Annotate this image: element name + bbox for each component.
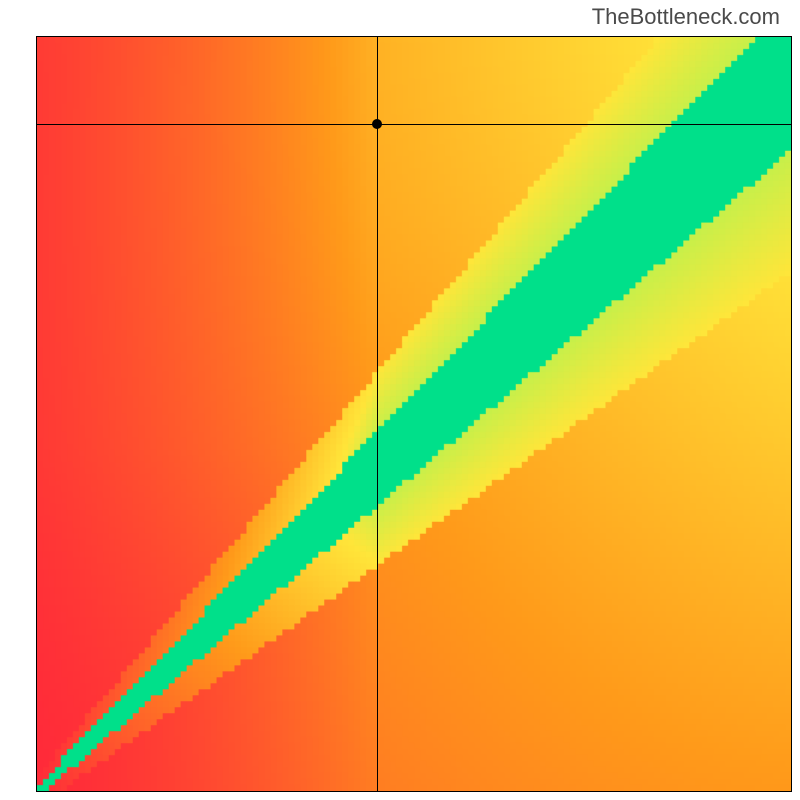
crosshair-intersection-dot xyxy=(372,119,382,129)
watermark-text: TheBottleneck.com xyxy=(592,4,780,30)
crosshair-vertical-line xyxy=(377,37,378,791)
crosshair-horizontal-line xyxy=(37,124,791,125)
chart-wrapper: TheBottleneck.com xyxy=(0,0,800,800)
heatmap-canvas xyxy=(37,37,791,791)
plot-area xyxy=(36,36,792,792)
